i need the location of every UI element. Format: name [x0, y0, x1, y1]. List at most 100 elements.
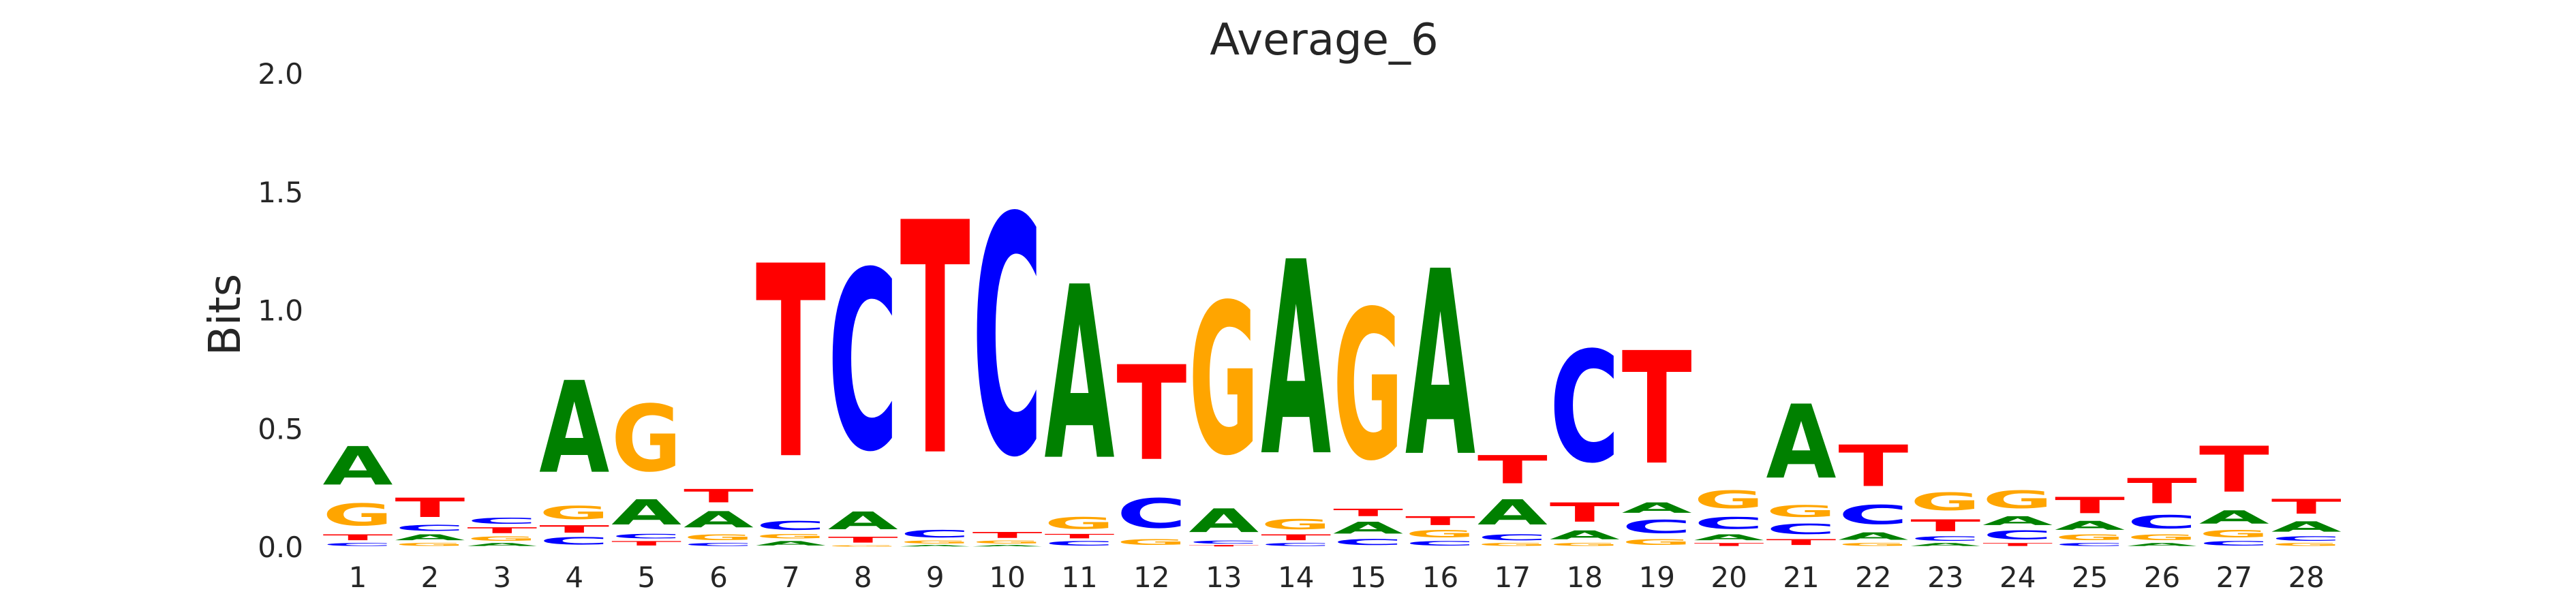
logo-glyph-c: C — [972, 150, 1043, 530]
chart-title: Average_6 — [1210, 15, 1439, 65]
logo-glyph-g: G — [1622, 537, 1692, 547]
logo-glyph-t: T — [2199, 433, 2269, 507]
logo-glyph-c: C — [1333, 537, 1403, 547]
logo-glyph-c: C — [1694, 514, 1764, 533]
logo-glyph-t: T — [828, 535, 898, 545]
logo-glyph-g: G — [1550, 542, 1620, 547]
logo-glyphs: CTGAGACTAGTCCTGATCAGCGATAGCTGTACAGCTAGTC… — [323, 150, 2342, 548]
logo-glyph-c: C — [1910, 535, 1980, 542]
logo-glyph-t: T — [1189, 545, 1259, 547]
logo-glyph-c: C — [1982, 528, 2053, 542]
x-tick-label: 6 — [709, 561, 728, 594]
logo-glyph-a: A — [828, 507, 898, 535]
x-tick-label: 17 — [1494, 561, 1531, 594]
logo-glyph-g: G — [2199, 528, 2269, 539]
logo-glyph-c: C — [1189, 540, 1259, 545]
x-tick-label: 20 — [1711, 561, 1747, 594]
logo-glyph-a: A — [611, 492, 681, 533]
y-tick-label: 1.0 — [258, 294, 303, 328]
logo-glyph-a: A — [1766, 384, 1837, 502]
logo-glyph-g: G — [1045, 514, 1115, 533]
logo-glyph-c: C — [1405, 540, 1475, 547]
logo-glyph-c: C — [1045, 540, 1115, 547]
logo-glyph-a: A — [1622, 500, 1692, 516]
logo-glyph-t: T — [1910, 516, 1980, 535]
x-tick-label: 8 — [854, 561, 872, 594]
logo-glyph-c: C — [1261, 542, 1331, 547]
logo-glyph-g: G — [900, 540, 970, 545]
logo-glyph-c: C — [323, 542, 393, 547]
logo-glyph-c: C — [756, 518, 826, 533]
logo-glyph-a: A — [1694, 533, 1764, 542]
logo-glyph-a: A — [1261, 205, 1332, 515]
logo-glyph-c: C — [1477, 533, 1548, 542]
logo-glyph-g: G — [1766, 502, 1837, 521]
logo-glyph-t: T — [1333, 507, 1403, 518]
logo-glyph-c: C — [2055, 542, 2125, 547]
logo-glyph-a: A — [684, 507, 754, 533]
x-tick-label: 15 — [1350, 561, 1386, 594]
logo-glyph-c: C — [900, 528, 970, 539]
logo-glyph-t: T — [2055, 492, 2125, 518]
x-tick-label: 16 — [1422, 561, 1458, 594]
logo-glyph-a: A — [2055, 518, 2126, 533]
logo-glyph-c: C — [1766, 521, 1837, 537]
logo-glyph-g: G — [323, 498, 393, 533]
logo-glyph-a: A — [900, 545, 970, 547]
logo-glyph-c: C — [1550, 320, 1620, 497]
logo-glyph-a: A — [323, 435, 393, 497]
logo-glyph-a: A — [1550, 528, 1621, 542]
logo-glyph-a: A — [1045, 237, 1116, 514]
logo-glyph-t: T — [1694, 542, 1764, 547]
logo-glyph-g: G — [828, 545, 898, 547]
logo-glyph-t: T — [611, 540, 681, 547]
logo-glyph-c: C — [828, 220, 898, 506]
x-tick-label: 1 — [349, 561, 367, 594]
logo-glyph-t: T — [684, 485, 754, 506]
logo-glyph-t: T — [1405, 514, 1475, 528]
logo-glyph-a: A — [1189, 502, 1259, 540]
logo-glyph-a: A — [972, 545, 1043, 547]
logo-glyph-t: T — [756, 211, 827, 518]
x-tick-label: 12 — [1133, 561, 1169, 594]
logo-glyph-g: G — [2127, 533, 2197, 542]
x-tick-label: 7 — [782, 561, 800, 594]
logo-glyph-g: G — [2271, 542, 2342, 547]
logo-glyph-t: T — [1838, 433, 1908, 499]
logo-glyph-g: G — [2055, 533, 2125, 542]
logo-glyph-c: C — [611, 533, 681, 539]
x-tick-label: 4 — [565, 561, 583, 594]
x-tick-label: 11 — [1061, 561, 1097, 594]
logo-glyph-t: T — [1477, 447, 1548, 492]
y-tick-label: 0.5 — [258, 412, 303, 445]
y-axis-label: Bits — [200, 274, 251, 356]
logo-glyph-a: A — [756, 540, 826, 547]
x-tick-label: 22 — [1855, 561, 1891, 594]
logo-glyph-t: T — [1766, 537, 1837, 547]
y-tick-label: 1.5 — [258, 176, 303, 209]
x-tick-label: 5 — [637, 561, 656, 594]
logo-glyph-a: A — [395, 533, 465, 542]
logo-glyph-t: T — [2271, 494, 2342, 518]
logo-glyph-t: T — [539, 523, 609, 535]
x-tick-label: 18 — [1567, 561, 1603, 594]
logo-glyph-c: C — [2199, 540, 2269, 547]
logo-glyph-g: G — [1838, 542, 1908, 547]
logo-glyph-a: A — [1405, 218, 1476, 514]
logo-glyph-t: T — [1982, 542, 2053, 547]
x-tick-label: 26 — [2144, 561, 2180, 594]
logo-glyph-g: G — [1405, 528, 1475, 539]
logo-glyph-t: T — [972, 531, 1043, 540]
x-tick-label: 2 — [421, 561, 440, 594]
x-tick-label: 28 — [2288, 561, 2325, 594]
logo-glyph-a: A — [2127, 542, 2197, 547]
logo-glyph-t: T — [2127, 471, 2197, 511]
x-tick-label: 9 — [926, 561, 945, 594]
logo-glyph-g: G — [611, 386, 681, 492]
logo-glyph-t: T — [1550, 497, 1620, 528]
logo-glyph-g: G — [395, 542, 465, 547]
logo-glyph-g: G — [684, 533, 754, 542]
logo-glyph-c: C — [395, 523, 465, 533]
logo-glyph-t: T — [1622, 320, 1692, 500]
x-tick-label: 23 — [1927, 561, 1963, 594]
